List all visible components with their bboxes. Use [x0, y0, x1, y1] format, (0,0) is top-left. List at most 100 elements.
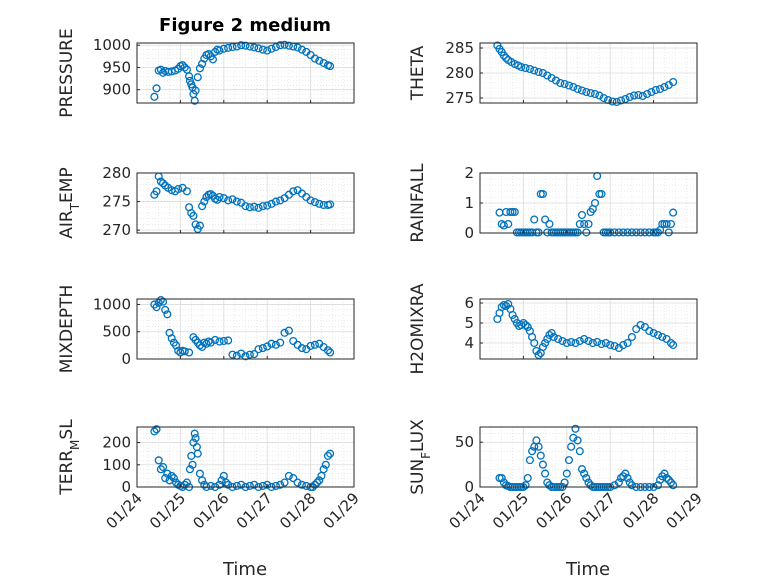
x-tick-label: 01/26 — [532, 489, 575, 532]
data-point — [289, 474, 298, 483]
data-point — [284, 471, 293, 480]
data-point — [601, 338, 610, 348]
data-point — [254, 44, 263, 53]
data-point — [627, 481, 636, 490]
y-tick-label: 900 — [102, 81, 131, 99]
data-point — [504, 219, 513, 229]
data-point — [497, 473, 506, 483]
y-axis-label: PRESSURE — [57, 28, 77, 117]
data-point — [528, 447, 537, 456]
data-point — [310, 54, 319, 63]
y-tick-label: 100 — [102, 456, 131, 474]
data-point — [640, 322, 649, 332]
y-tick-label: 280 — [102, 164, 131, 182]
data-point — [573, 228, 582, 237]
data-point — [567, 442, 576, 451]
y-axis-label: RAINFALL — [408, 163, 428, 243]
data-point — [152, 84, 161, 93]
data-point — [575, 447, 584, 456]
y-axis-label: THETA — [408, 45, 428, 101]
data-point — [499, 51, 508, 60]
data-point — [254, 345, 263, 354]
figure-title: Figure 2 medium — [159, 15, 331, 36]
data-point — [193, 449, 202, 458]
data-point — [228, 42, 237, 52]
y-tick-label: 4 — [464, 334, 474, 352]
y-tick-label: 0 — [464, 224, 474, 242]
data-point — [190, 429, 199, 438]
axes-box — [479, 298, 698, 360]
data-point — [185, 76, 194, 85]
data-point — [241, 352, 250, 361]
data-point — [319, 465, 328, 474]
data-point — [584, 336, 593, 346]
data-point — [582, 87, 591, 97]
subplot-pressure: 900 950 1000 PRESSURE — [57, 28, 355, 118]
data-point — [306, 341, 315, 350]
series-rainfall — [495, 171, 678, 237]
data-point — [182, 187, 191, 196]
data-point — [538, 189, 547, 199]
data-point — [217, 476, 226, 485]
data-point — [567, 337, 576, 347]
data-point — [195, 64, 204, 73]
subplot-rainfall: 0 1 2 RAINFALL — [408, 163, 698, 243]
data-point — [501, 53, 511, 63]
data-point — [556, 78, 565, 88]
series-mixdepth — [150, 296, 335, 361]
series-terr-msl — [150, 425, 335, 492]
data-point — [582, 473, 591, 483]
data-point — [313, 478, 322, 487]
series-air-temp — [150, 172, 335, 234]
data-point — [258, 344, 267, 353]
data-point — [549, 332, 558, 342]
data-point — [198, 59, 207, 68]
y-tick-label: 2 — [464, 164, 474, 182]
data-point — [315, 476, 324, 485]
data-point — [619, 340, 628, 350]
data-point — [523, 322, 532, 332]
data-point — [538, 342, 547, 352]
data-point — [543, 71, 552, 80]
data-point — [499, 221, 508, 230]
data-point — [636, 228, 645, 237]
y-tick-label: 6 — [464, 294, 474, 312]
data-point — [319, 58, 328, 68]
data-point — [284, 41, 293, 50]
data-point — [326, 62, 335, 71]
data-point — [271, 340, 280, 349]
data-point — [182, 478, 191, 487]
data-point — [666, 219, 676, 229]
subplot-theta: 275 280 285 THETA — [408, 39, 698, 107]
data-point — [310, 340, 319, 349]
data-point — [616, 96, 626, 105]
data-point — [202, 339, 211, 348]
data-point — [640, 228, 649, 237]
data-point — [562, 338, 571, 348]
subplot-h2omixra: 4 5 6 H2OMIXRA — [408, 283, 698, 375]
data-point — [224, 336, 233, 345]
data-point — [521, 63, 530, 73]
data-point — [541, 215, 550, 224]
data-point — [310, 198, 319, 207]
data-point — [577, 210, 587, 220]
data-point — [643, 89, 652, 99]
data-point — [150, 427, 159, 436]
data-point — [623, 473, 632, 483]
data-point — [562, 469, 571, 478]
x-tick-label: 01/27 — [233, 489, 276, 532]
axes-box — [136, 172, 355, 234]
data-point — [662, 334, 671, 344]
data-point — [156, 296, 165, 305]
data-point — [660, 469, 669, 478]
data-point — [623, 338, 632, 348]
x-tick-label: 01/27 — [576, 489, 619, 532]
x-tick-label: 01/26 — [189, 489, 232, 532]
data-point — [532, 346, 541, 356]
y-tick-label: 270 — [102, 221, 131, 239]
data-point — [525, 64, 534, 74]
data-point — [669, 77, 678, 87]
data-point — [593, 337, 602, 347]
data-point — [250, 480, 259, 489]
